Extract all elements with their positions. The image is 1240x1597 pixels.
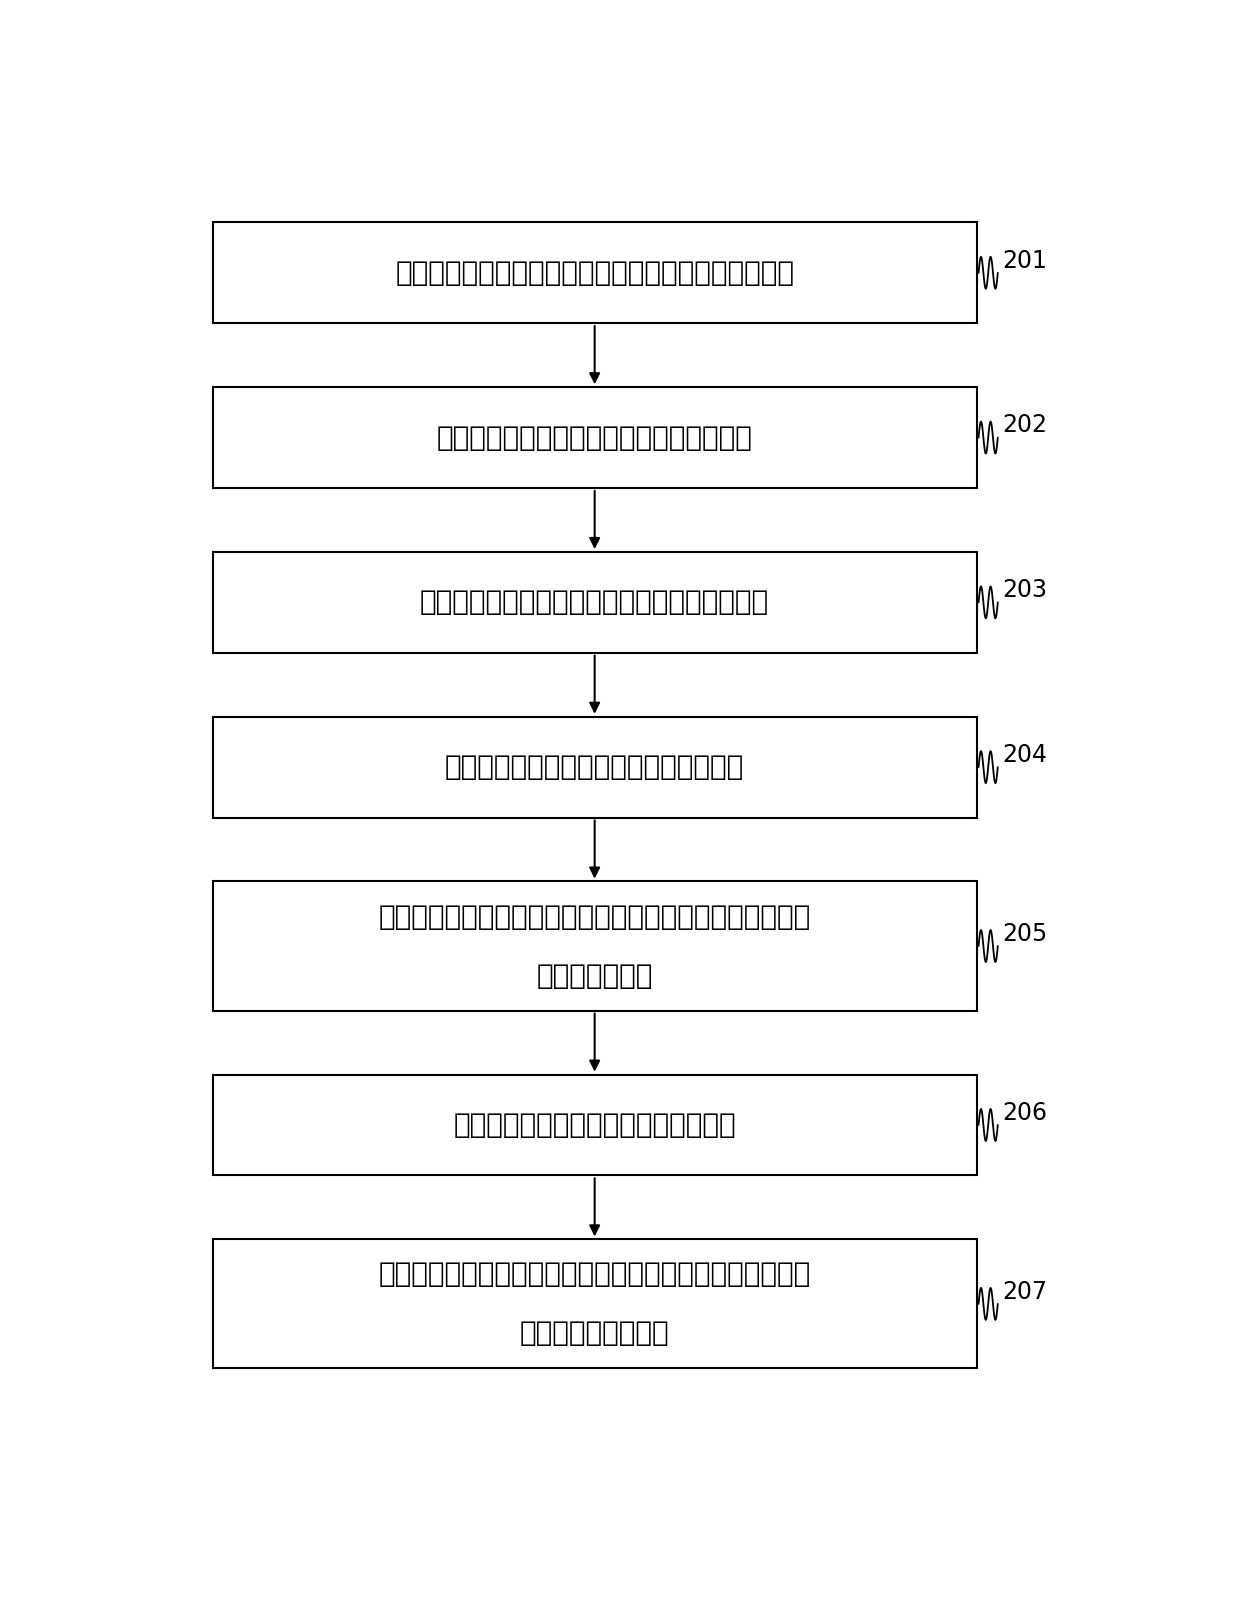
Text: 206: 206 xyxy=(1003,1100,1048,1124)
Text: 获取所述电机的单相电流值、转速、电角度和相电压值: 获取所述电机的单相电流值、转速、电角度和相电压值 xyxy=(396,259,794,287)
FancyBboxPatch shape xyxy=(213,1075,977,1175)
FancyBboxPatch shape xyxy=(213,717,977,818)
FancyBboxPatch shape xyxy=(213,882,977,1011)
Text: 将速度环控制器输出作为交轴电流的给定值: 将速度环控制器输出作为交轴电流的给定值 xyxy=(436,423,753,452)
Text: 根据所述移相电流值、所述预测电流值和所述最优权重系数: 根据所述移相电流值、所述预测电流值和所述最优权重系数 xyxy=(378,1260,811,1289)
FancyBboxPatch shape xyxy=(213,386,977,489)
Text: 205: 205 xyxy=(1003,921,1048,945)
Text: 确定预测电流值: 确定预测电流值 xyxy=(537,961,652,990)
Text: 根据所述单相电流值和移相算法确定移相电流值: 根据所述单相电流值和移相算法确定移相电流值 xyxy=(420,588,769,616)
Text: 根据所述转速、所述电角度、所述相电压值和电流预测模型: 根据所述转速、所述电角度、所述相电压值和电流预测模型 xyxy=(378,902,811,931)
Text: 根据卡尔曼滤波算法确定最优权重系数: 根据卡尔曼滤波算法确定最优权重系数 xyxy=(454,1112,737,1139)
Text: 202: 202 xyxy=(1003,414,1048,438)
FancyBboxPatch shape xyxy=(213,1239,977,1369)
FancyBboxPatch shape xyxy=(213,553,977,653)
Text: 坐标变换得到旋转坐标系下的移相电流值: 坐标变换得到旋转坐标系下的移相电流值 xyxy=(445,754,744,781)
FancyBboxPatch shape xyxy=(213,222,977,323)
Text: 确定最优校正电流值: 确定最优校正电流值 xyxy=(520,1319,670,1348)
Text: 204: 204 xyxy=(1003,743,1048,767)
Text: 203: 203 xyxy=(1003,578,1048,602)
Text: 207: 207 xyxy=(1003,1279,1048,1303)
Text: 201: 201 xyxy=(1003,249,1048,273)
